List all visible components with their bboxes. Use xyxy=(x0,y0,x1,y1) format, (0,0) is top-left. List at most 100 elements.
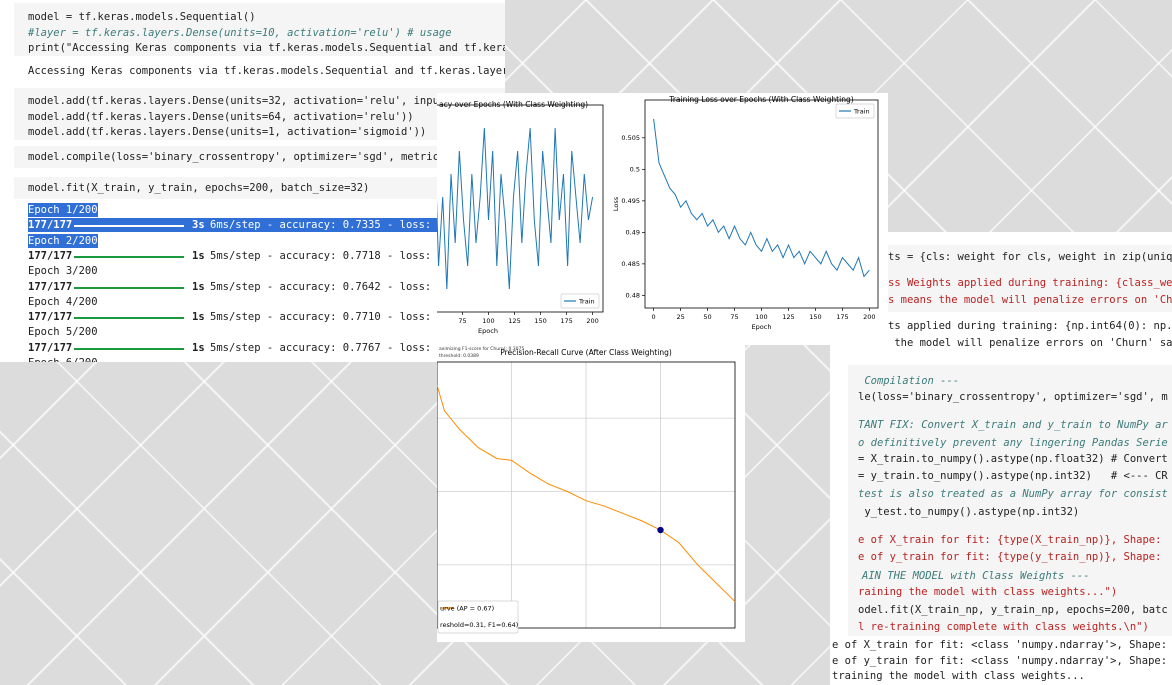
chart: Precision-Recall Curve (After Class Weig… xyxy=(437,346,736,634)
code-line: ss Weights applied during training: {cla… xyxy=(888,277,1172,289)
x-tick-label: 175 xyxy=(836,313,848,321)
legend-box xyxy=(437,600,519,634)
epoch-line: Epoch 3/200 xyxy=(28,265,98,278)
step-detail: 5ms/step - accuracy: 0.7767 - loss: 0.48 xyxy=(210,341,463,354)
time: 1s xyxy=(192,341,205,354)
code-line: raining the model with class weights..."… xyxy=(858,586,1118,598)
time: 1s xyxy=(192,280,205,293)
plot-frame xyxy=(644,99,879,309)
accuracy-chart-panel: 75 100 125 150 175 200 acy over Epochs (With C… xyxy=(437,93,610,345)
pr-chart-panel: Precision-Recall Curve (After Class Weig… xyxy=(437,345,745,642)
code-line: e of X_train for fit: {type(X_train_np)}… xyxy=(858,534,1162,546)
plot-frame xyxy=(437,104,604,313)
code-cell xyxy=(14,146,505,168)
code-line: y_test.to_numpy().astype(np.int32) xyxy=(858,506,1080,518)
code-line: ts = {cls: weight for cls, weight in zip… xyxy=(888,251,1172,263)
code-line: l re-training complete with class weight… xyxy=(858,621,1149,633)
progress-bar xyxy=(74,255,184,258)
legend-box xyxy=(560,293,600,309)
x-tick-label: 100 xyxy=(482,317,494,325)
code-line: model = tf.keras.models.Sequential() xyxy=(28,11,256,23)
code-line: #layer = tf.keras.layers.Dense(units=10,… xyxy=(28,27,452,39)
code-line: Compilation --- xyxy=(858,375,960,387)
x-tick-label: 150 xyxy=(809,313,821,321)
steps: 177/177 xyxy=(28,249,73,262)
output-line: ts applied during training: {np.int64(0)… xyxy=(888,320,1172,332)
x-axis-label: Epoch xyxy=(752,323,772,331)
x-tick-label: 200 xyxy=(586,317,598,325)
legend-label: Train xyxy=(578,297,595,305)
code-line: model.compile(loss='binary_crossentropy'… xyxy=(28,151,484,163)
code-cell xyxy=(14,3,505,56)
code-cell xyxy=(848,245,1172,312)
plot-frame xyxy=(437,361,736,629)
y-tick-label: 0.48 xyxy=(626,292,640,300)
chart-title: Precision-Recall Curve (After Class Weig… xyxy=(500,348,672,357)
code-line: e of y_train for fit: {type(y_train_np)}… xyxy=(858,551,1162,563)
data-line xyxy=(653,118,870,278)
y-tick-label: 0.485 xyxy=(621,260,640,268)
output-line: the model will penalize errors on 'Churn… xyxy=(888,337,1172,349)
code-line: = X_train.to_numpy().astype(np.float32) … xyxy=(858,453,1168,465)
output-line: Accessing Keras components via tf.keras.… xyxy=(28,65,505,77)
right-notebook: ts = {cls: weight for cls, weight in zip… xyxy=(830,232,1172,685)
legend-label: urve (AP = 0.67) xyxy=(440,604,494,612)
output-line: e of X_train for fit: <class 'numpy.ndar… xyxy=(832,639,1172,651)
code-line: model.fit(X_train, y_train, epochs=200, … xyxy=(28,182,370,194)
legend-label: reshold=0.31, F1=0.64) xyxy=(440,621,518,629)
epoch-line: Epoch 6/200 xyxy=(28,356,98,362)
x-tick-label: 175 xyxy=(560,317,572,325)
epoch-line: Epoch 5/200 xyxy=(28,326,98,339)
x-tick-label: 50 xyxy=(703,313,711,321)
y-tick-label: 0.49 xyxy=(626,229,640,237)
y-tick-label: 0.495 xyxy=(621,197,640,205)
best-threshold-marker xyxy=(657,526,664,534)
x-tick-label: 75 xyxy=(458,317,466,325)
code-cell xyxy=(14,88,505,140)
data-line xyxy=(437,127,594,290)
code-line: print("Accessing Keras components via tf… xyxy=(28,42,505,54)
step-detail: 5ms/step - accuracy: 0.7710 - loss: 0.49 xyxy=(210,311,463,324)
code-line: odel.fit(X_train_np, y_train_np, epochs=… xyxy=(858,604,1168,616)
console-note: aximizing F1-score for Churn): 0.3075 xyxy=(439,346,524,352)
progress-bar xyxy=(74,347,184,350)
code-line: test is also treated as a NumPy array fo… xyxy=(858,488,1168,500)
chart: 0 25 50 75 100 125 150 175 200 0.48 0.485 0.49 0.495… xyxy=(612,95,879,331)
chart-title: acy over Epochs (With Class Weighting) xyxy=(439,100,588,109)
x-tick-label: 75 xyxy=(730,313,738,321)
x-tick-label: 200 xyxy=(863,313,875,321)
selection xyxy=(28,218,505,233)
steps: 177/177 xyxy=(28,341,73,354)
code-line: s means the model will penalize errors o… xyxy=(888,294,1172,306)
loss-chart-panel: 0 25 50 75 100 125 150 175 200 0.48 0.485 0.49 0.495… xyxy=(610,93,888,345)
steps: 177/177 xyxy=(28,219,73,232)
left-notebook: model = tf.keras.models.Sequential() #la… xyxy=(0,0,505,362)
progress-bar xyxy=(74,317,184,320)
step-detail: 5ms/step - accuracy: 0.7718 - loss: 0.48 xyxy=(210,249,463,262)
code-line: = y_train.to_numpy().astype(np.int32) # … xyxy=(858,470,1168,482)
progress-bar xyxy=(74,286,184,289)
legend-label: Train xyxy=(853,107,870,115)
code-line: o definitively prevent any lingering Pan… xyxy=(858,437,1168,449)
time: 1s xyxy=(192,311,205,324)
x-axis-label: Epoch xyxy=(478,327,498,335)
step-detail: 5ms/step - accuracy: 0.7642 - loss: 0.48 xyxy=(210,280,463,293)
x-tick-label: 125 xyxy=(508,317,520,325)
step-detail: 6ms/step - accuracy: 0.7335 - loss: 0.52 xyxy=(210,219,463,232)
steps: 177/177 xyxy=(28,311,73,324)
epoch-line: Epoch 1/200 xyxy=(28,203,98,217)
output-line: training the model with class weights... xyxy=(832,670,1085,682)
time: 1s xyxy=(192,249,205,262)
code-line: model.add(tf.keras.layers.Dense(units=1,… xyxy=(28,126,427,138)
time: 3s xyxy=(192,219,205,232)
x-tick-label: 0 xyxy=(652,313,656,321)
data-line xyxy=(437,384,736,602)
steps: 177/177 xyxy=(28,280,73,293)
y-tick-label: 0.5 xyxy=(630,166,640,174)
y-tick-label: 0.505 xyxy=(621,134,640,142)
y-axis-label: Loss xyxy=(612,196,620,211)
console-note: threshold: 0.0389 xyxy=(439,353,479,359)
x-tick-label: 150 xyxy=(534,317,546,325)
progress-bar xyxy=(74,225,184,228)
